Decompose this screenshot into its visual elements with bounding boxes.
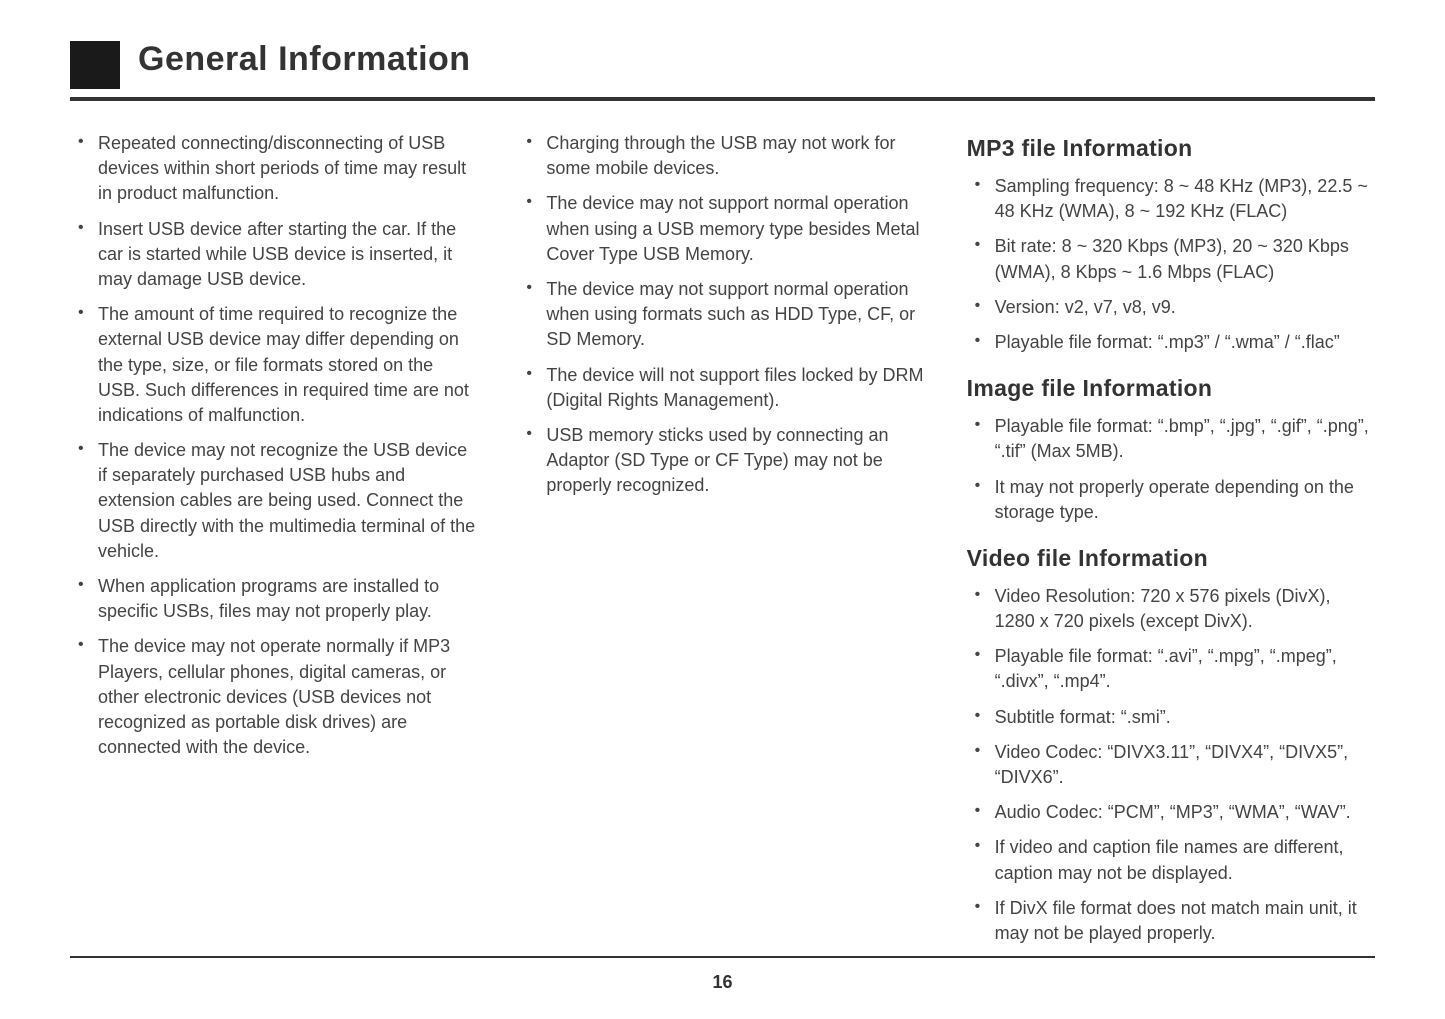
list-item: The device will not support files locked… — [540, 363, 926, 413]
header-tab-decoration — [70, 41, 120, 89]
list-item: Bit rate: 8 ~ 320 Kbps (MP3), 20 ~ 320 K… — [989, 234, 1375, 284]
header-divider — [70, 97, 1375, 101]
footer-divider — [70, 956, 1375, 958]
list-item: Audio Codec: “PCM”, “MP3”, “WMA”, “WAV”. — [989, 800, 1375, 825]
column-1-list: Repeated connecting/disconnecting of USB… — [70, 131, 478, 760]
page-title: General Information — [138, 40, 471, 89]
list-item: Video Resolution: 720 x 576 pixels (DivX… — [989, 584, 1375, 634]
column-3: MP3 file Information Sampling frequency:… — [967, 131, 1375, 966]
list-item: Insert USB device after starting the car… — [92, 217, 478, 293]
list-item: When application programs are installed … — [92, 574, 478, 624]
list-item: Subtitle format: “.smi”. — [989, 705, 1375, 730]
list-item: The device may not support normal operat… — [540, 277, 926, 353]
column-2: Charging through the USB may not work fo… — [518, 131, 926, 966]
list-item: If video and caption file names are diff… — [989, 835, 1375, 885]
list-item: Charging through the USB may not work fo… — [540, 131, 926, 181]
list-item: Playable file format: “.bmp”, “.jpg”, “.… — [989, 414, 1375, 464]
list-item: Sampling frequency: 8 ~ 48 KHz (MP3), 22… — [989, 174, 1375, 224]
list-item: Repeated connecting/disconnecting of USB… — [92, 131, 478, 207]
footer: 16 — [70, 936, 1375, 993]
header: General Information — [70, 40, 1375, 89]
content-columns: Repeated connecting/disconnecting of USB… — [70, 131, 1375, 966]
image-section-list: Playable file format: “.bmp”, “.jpg”, “.… — [967, 414, 1375, 525]
list-item: The device may not operate normally if M… — [92, 634, 478, 760]
list-item: It may not properly operate depending on… — [989, 475, 1375, 525]
video-section-list: Video Resolution: 720 x 576 pixels (DivX… — [967, 584, 1375, 946]
list-item: USB memory sticks used by connecting an … — [540, 423, 926, 499]
video-section-heading: Video file Information — [967, 545, 1375, 572]
list-item: Playable file format: “.avi”, “.mpg”, “.… — [989, 644, 1375, 694]
list-item: Playable file format: “.mp3” / “.wma” / … — [989, 330, 1375, 355]
image-section-heading: Image file Information — [967, 375, 1375, 402]
list-item: Video Codec: “DIVX3.11”, “DIVX4”, “DIVX5… — [989, 740, 1375, 790]
column-2-list: Charging through the USB may not work fo… — [518, 131, 926, 498]
mp3-section-list: Sampling frequency: 8 ~ 48 KHz (MP3), 22… — [967, 174, 1375, 355]
page-number: 16 — [70, 972, 1375, 993]
column-1: Repeated connecting/disconnecting of USB… — [70, 131, 478, 966]
list-item: The device may not support normal operat… — [540, 191, 926, 267]
list-item: Version: v2, v7, v8, v9. — [989, 295, 1375, 320]
list-item: The amount of time required to recognize… — [92, 302, 478, 428]
mp3-section-heading: MP3 file Information — [967, 135, 1375, 162]
list-item: The device may not recognize the USB dev… — [92, 438, 478, 564]
